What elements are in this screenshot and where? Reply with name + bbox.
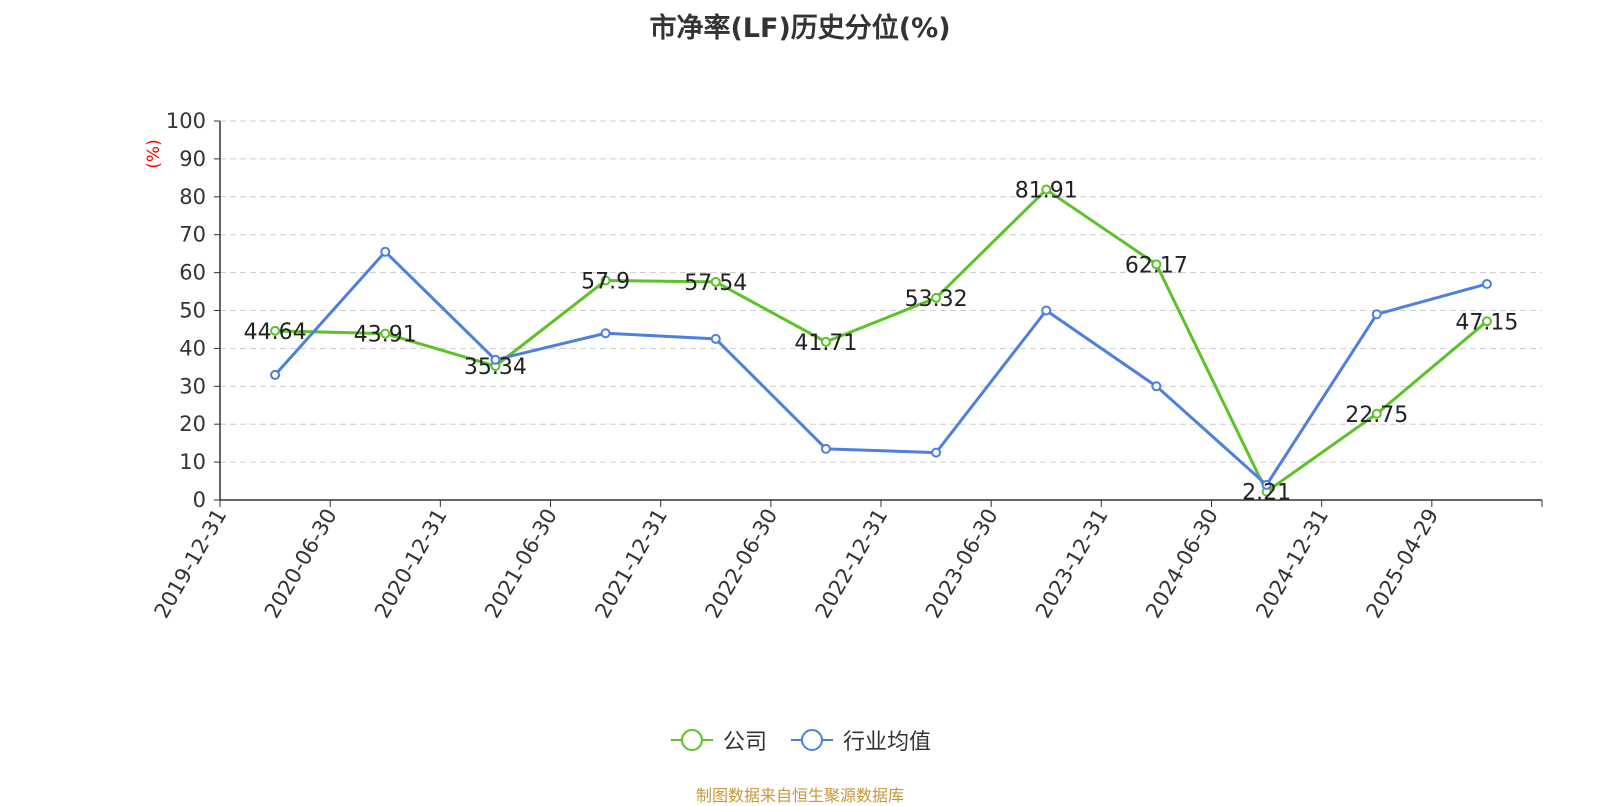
series-1-point[interactable] [1041,305,1052,316]
series-1-point[interactable] [490,354,501,365]
x-tick-label: 2023-06-30 [921,505,1003,623]
series-line-1 [273,250,1488,487]
x-tick-label: 2021-06-30 [480,505,562,623]
series-1-point[interactable] [931,447,942,458]
data-label: 43.91 [354,323,417,348]
series-0-point[interactable] [1371,408,1382,419]
y-tick-label: 90 [179,147,206,171]
x-tick-label: 2024-06-30 [1141,505,1223,623]
data-label: 35.34 [464,355,527,380]
series-0-point[interactable] [710,276,721,287]
source-note: 制图数据来自恒生聚源数据库 [695,786,904,805]
legend-label-industry-average: 行业均值 [843,730,932,755]
legend: 公司 行业均值 [0,724,1600,756]
series-0-point[interactable] [270,325,281,336]
data-label: 2.21 [1242,481,1291,506]
y-tick-label: 20 [179,412,206,436]
data-label: 44.64 [244,320,307,345]
x-tick-label: 2024-12-31 [1251,505,1333,623]
y-tick-label: 60 [179,261,206,285]
y-axis-label: (%) [144,139,164,168]
x-tick-label: 2020-06-30 [260,505,342,623]
data-label: 62.17 [1125,253,1188,278]
series-1-point[interactable] [600,328,611,339]
x-tick-label: 2022-12-31 [811,505,893,623]
series-1-point[interactable] [1371,309,1382,320]
data-label: 41.71 [794,331,857,356]
gridlines [220,120,1542,463]
axes: 0 10 20 30 40 50 60 70 80 90 100 2019-12-31 2020-06-… [150,109,1543,623]
data-label: 57.9 [581,270,630,295]
series-line-0 [275,188,1488,494]
x-tick-label: 2019-12-31 [150,505,232,623]
series-0-point[interactable] [931,292,942,303]
data-label: 53.32 [905,287,968,312]
data-label: 57.54 [684,271,747,296]
y-tick-label: 0 [193,488,206,512]
y-tick-label: 30 [179,374,206,398]
x-tick-label: 2020-12-31 [370,504,452,622]
series-1-point[interactable] [380,246,391,257]
legend-item-company[interactable]: 公司 [669,724,767,756]
series-1-point[interactable] [710,333,721,344]
x-tick-label: 2022-06-30 [700,505,782,623]
x-tick-label: 2021-12-31 [590,505,672,623]
data-label: 47.15 [1455,310,1518,335]
series-1-point[interactable] [270,369,281,380]
series-0-point[interactable] [820,336,831,347]
series-1-point[interactable] [1151,381,1162,392]
series-1-point[interactable] [1261,479,1272,490]
legend-label-company: 公司 [722,730,767,755]
series-1-point[interactable] [1481,278,1492,289]
x-tick-label: 2025-04-29 [1361,505,1443,623]
series-1-point[interactable] [820,443,831,454]
y-tick-label: 10 [179,450,206,474]
y-tick-label: 40 [179,336,206,360]
legend-marker-company [670,729,713,751]
x-tick-label: 2023-12-31 [1031,505,1113,623]
data-labels: 44.64 43.91 35.34 57.9 57.54 41.71 53.32 81.91 6… [244,179,1519,506]
legend-item-industry-average[interactable]: 行业均值 [789,724,931,756]
series-0-point[interactable] [380,328,391,339]
y-tick-label: 80 [179,185,206,209]
series-0-point[interactable] [1481,316,1492,327]
y-tick-label: 100 [166,109,206,133]
series [270,184,1492,497]
series-0-point[interactable] [1151,259,1162,270]
series-0-point[interactable] [600,275,611,286]
data-label: 81.91 [1015,179,1078,204]
y-tick-label: 70 [179,223,206,247]
chart-title: 市净率(LF)历史分位(%) [649,13,951,44]
y-tick-label: 50 [179,299,206,323]
series-0-point[interactable] [1041,184,1052,195]
legend-marker-industry-average [791,729,833,751]
data-label: 22.75 [1345,403,1408,428]
